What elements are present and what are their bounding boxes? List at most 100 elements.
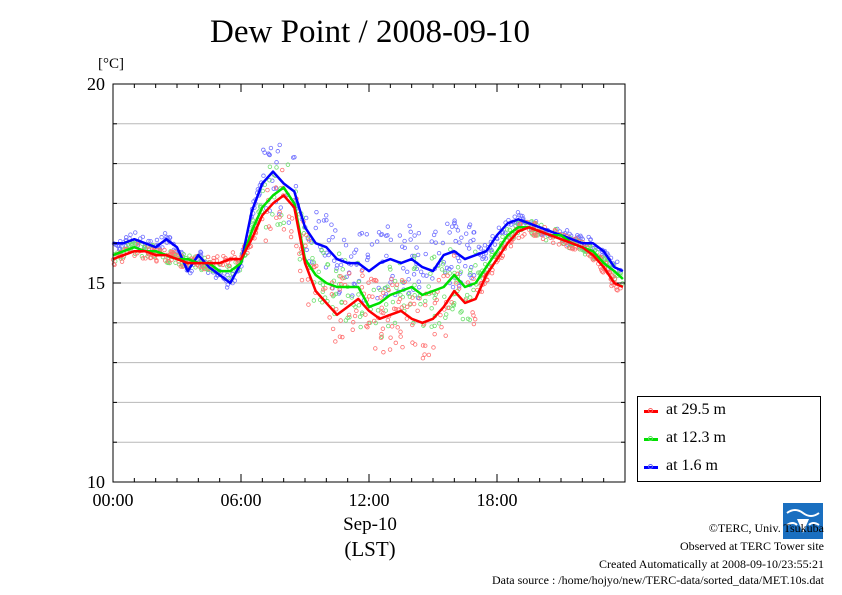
scatter-point [416, 230, 422, 236]
scatter-point [278, 205, 283, 210]
scatter-point [375, 308, 381, 313]
scatter-point [340, 267, 345, 272]
scatter-point [428, 271, 433, 276]
scatter-point [432, 323, 437, 329]
scatter-point [516, 235, 521, 241]
scatter-point [211, 255, 216, 261]
scatter-point [275, 149, 280, 154]
scatter-point [324, 217, 329, 223]
scatter-point [304, 247, 309, 253]
scatter-point [467, 222, 473, 227]
scatter-point [133, 230, 138, 235]
scatter-point [397, 233, 403, 238]
scatter-point [404, 304, 410, 310]
scatter-point [359, 285, 365, 290]
scatter-point [445, 221, 450, 227]
terc-logo-icon [783, 503, 823, 539]
scatter-point [119, 259, 125, 264]
scatter-point [520, 213, 525, 219]
scatter-point [281, 227, 287, 232]
scatter-point [281, 220, 286, 225]
scatter-point [388, 335, 393, 340]
scatter-point [394, 285, 399, 290]
scatter-point [443, 315, 448, 320]
scatter-point [226, 263, 231, 268]
scatter-point [274, 160, 279, 165]
scatter-point [297, 251, 302, 256]
scatter-point [556, 242, 562, 247]
scatter-point [532, 232, 538, 237]
scatter-point [270, 178, 275, 183]
scatter-point [496, 225, 502, 230]
scatter-point [443, 269, 448, 274]
scatter-point [261, 173, 266, 178]
scatter-point [453, 238, 458, 244]
scatter-point [469, 265, 474, 270]
scatter-point [369, 242, 375, 247]
scatter-point [348, 254, 354, 259]
scatter-point [326, 237, 332, 243]
scatter-point [267, 164, 273, 169]
scatter-point [408, 301, 413, 306]
scatter-point [364, 232, 369, 237]
scatter-point [410, 253, 415, 259]
scatter-point [370, 294, 375, 299]
scatter-point [390, 299, 396, 305]
scatter-point [615, 288, 620, 293]
scatter-point [376, 230, 382, 235]
scatter-point [162, 247, 167, 253]
scatter-point [473, 317, 478, 322]
scatter-point [471, 321, 477, 327]
scatter-point [400, 279, 405, 285]
scatter-point [471, 230, 477, 235]
scatter-point [398, 292, 403, 298]
scatter-point [336, 251, 342, 256]
scatter-point [453, 224, 459, 229]
scatter-point [400, 244, 405, 249]
scatter-point [320, 289, 325, 295]
scatter-point [338, 318, 343, 323]
scatter-point [260, 188, 265, 194]
scatter-point [391, 306, 397, 311]
scatter-point [402, 279, 407, 285]
scatter-point [490, 249, 495, 255]
scatter-point [557, 229, 563, 234]
scatter-point [178, 264, 184, 269]
scatter-point [404, 269, 410, 275]
scatter-point [412, 342, 418, 347]
scatter-point [274, 215, 279, 221]
scatter-point [314, 209, 319, 215]
scatter-point [325, 262, 331, 267]
scatter-point [343, 243, 349, 248]
scatter-point [569, 245, 575, 251]
scatter-point [420, 343, 426, 348]
x-tick-label: 18:00 [476, 490, 517, 510]
scatter-point [609, 283, 614, 289]
scatter-point [360, 273, 365, 278]
scatter-point [421, 273, 426, 278]
scatter-point [432, 331, 437, 337]
scatter-point [111, 261, 117, 267]
scatter-point [329, 222, 334, 227]
scatter-point [141, 244, 147, 250]
scatter-point [471, 237, 476, 243]
legend-marker [648, 408, 653, 413]
scatter-point [321, 250, 326, 256]
scatter-point [451, 303, 457, 308]
scatter-point [351, 320, 356, 325]
scatter-point [371, 277, 376, 283]
scatter-point [454, 281, 459, 286]
scatter-point [591, 257, 596, 263]
scatter-point [401, 266, 406, 271]
scatter-point [406, 277, 411, 282]
scatter-point [436, 250, 442, 256]
scatter-point [416, 285, 422, 290]
scatter-point [357, 314, 363, 319]
scatter-point [268, 145, 274, 151]
scatter-point [305, 277, 311, 282]
scatter-point [463, 264, 468, 269]
scatter-point [440, 240, 446, 246]
scatter-point [417, 296, 422, 301]
credit-source: Data source : /home/hojyo/new/TERC-data/… [491, 573, 824, 587]
scatter-point [288, 234, 294, 240]
